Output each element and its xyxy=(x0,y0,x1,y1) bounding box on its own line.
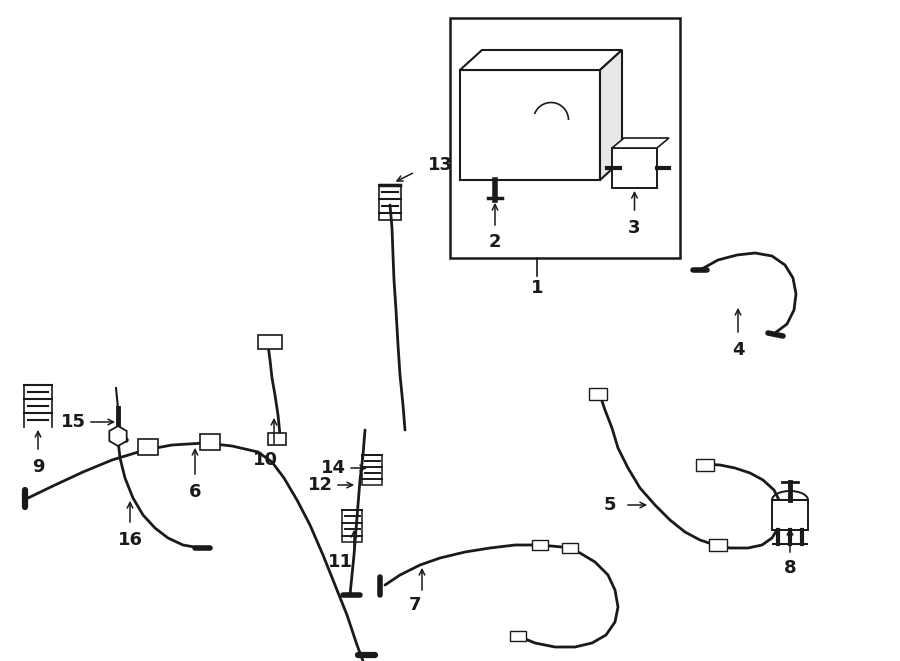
Bar xyxy=(379,185,401,220)
Text: 12: 12 xyxy=(308,476,332,494)
Bar xyxy=(342,510,362,542)
Text: 13: 13 xyxy=(428,156,453,174)
Bar xyxy=(138,439,158,455)
Text: 5: 5 xyxy=(604,496,617,514)
Text: 4: 4 xyxy=(732,341,744,359)
Bar xyxy=(562,543,578,553)
Text: 3: 3 xyxy=(628,219,641,237)
Text: 1: 1 xyxy=(531,279,544,297)
Text: 2: 2 xyxy=(489,233,501,251)
Bar xyxy=(450,18,680,258)
Text: 14: 14 xyxy=(320,459,346,477)
Bar xyxy=(362,455,382,485)
Polygon shape xyxy=(600,50,622,180)
Bar xyxy=(589,388,607,400)
Bar xyxy=(532,540,548,550)
Text: 16: 16 xyxy=(118,531,142,549)
Text: 7: 7 xyxy=(409,596,421,614)
Bar xyxy=(460,70,600,180)
Text: 15: 15 xyxy=(60,413,86,431)
Bar xyxy=(612,148,657,188)
Text: 6: 6 xyxy=(189,483,202,501)
Text: 9: 9 xyxy=(32,458,44,476)
Bar xyxy=(709,539,727,551)
Bar xyxy=(772,500,808,530)
Bar xyxy=(696,459,714,471)
Polygon shape xyxy=(460,50,622,70)
Bar xyxy=(200,434,220,450)
Polygon shape xyxy=(612,138,669,148)
Bar xyxy=(510,631,526,641)
Bar xyxy=(258,335,282,349)
Text: 11: 11 xyxy=(328,553,353,571)
Text: 10: 10 xyxy=(253,451,277,469)
Text: 8: 8 xyxy=(784,559,796,577)
Bar xyxy=(268,433,286,445)
